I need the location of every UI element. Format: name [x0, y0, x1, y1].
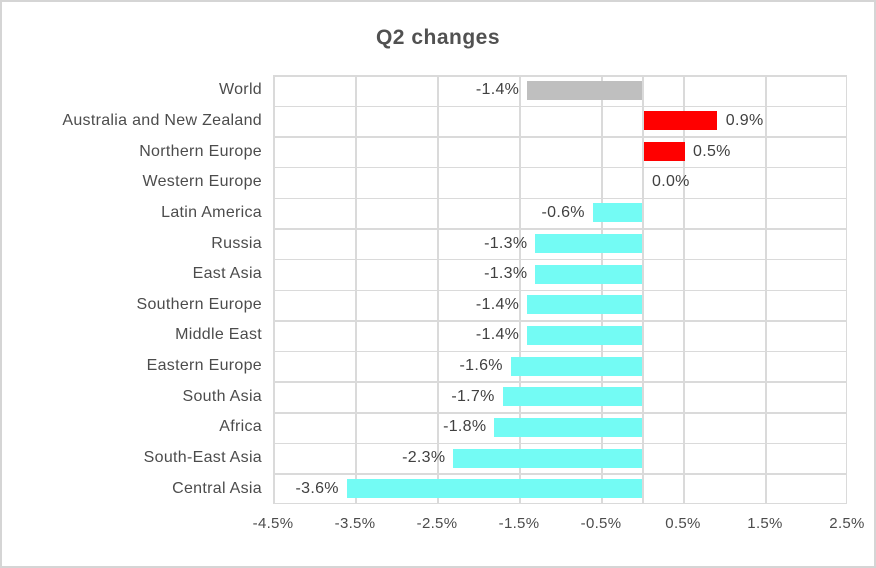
- x-tick-label: 1.5%: [747, 515, 783, 532]
- horizontal-gridline: [273, 75, 847, 77]
- bar-central-asia: [346, 479, 642, 499]
- value-label: -3.6%: [295, 479, 339, 497]
- value-label: -1.6%: [459, 357, 503, 375]
- horizontal-gridline: [273, 258, 847, 261]
- category-label-eastern-europe: Eastern Europe: [146, 357, 262, 375]
- x-tick-label: -3.5%: [334, 515, 376, 532]
- horizontal-gridline: [273, 473, 847, 475]
- value-label: -1.3%: [484, 265, 528, 283]
- category-label-world: World: [219, 81, 262, 99]
- bar-south-east-asia: [453, 448, 642, 468]
- horizontal-gridline: [273, 502, 847, 504]
- bar-east-asia: [535, 264, 642, 284]
- horizontal-gridline: [273, 320, 847, 322]
- horizontal-gridline: [273, 197, 847, 200]
- bar-southern-europe: [527, 295, 642, 315]
- category-label-central-asia: Central Asia: [172, 479, 262, 497]
- bar-middle-east: [527, 325, 642, 345]
- value-label: -1.8%: [443, 418, 487, 436]
- category-label-southern-europe: Southern Europe: [136, 295, 262, 313]
- x-tick-label: -2.5%: [416, 515, 458, 532]
- category-label-east-asia: East Asia: [192, 265, 262, 283]
- bar-latin-america: [592, 203, 642, 223]
- x-tick-label: 0.5%: [665, 515, 701, 532]
- category-label-northern-europe: Northern Europe: [139, 142, 262, 160]
- bar-northern-europe: [643, 142, 685, 162]
- horizontal-gridline: [273, 166, 847, 169]
- horizontal-gridline: [273, 105, 847, 108]
- category-label-south-east-asia: South-East Asia: [143, 449, 262, 467]
- category-label-middle-east: Middle East: [175, 326, 262, 344]
- value-label: -1.7%: [451, 387, 495, 405]
- value-label: -0.6%: [541, 203, 585, 221]
- horizontal-gridline: [273, 412, 847, 414]
- bar-russia: [535, 234, 642, 254]
- x-tick-label: 2.5%: [829, 515, 865, 532]
- category-label-latin-america: Latin America: [161, 203, 262, 221]
- x-tick-label: -4.5%: [252, 515, 294, 532]
- value-label: -2.3%: [402, 449, 446, 467]
- value-label: -1.4%: [475, 295, 520, 313]
- horizontal-gridline: [273, 442, 847, 445]
- x-tick-label: -1.5%: [498, 515, 540, 532]
- bar-south-asia: [502, 387, 642, 407]
- value-label: 0.9%: [725, 111, 764, 129]
- category-label-australia-and-new-zealand: Australia and New Zealand: [62, 111, 262, 129]
- x-tick-label: -0.5%: [580, 515, 622, 532]
- bar-eastern-europe: [510, 356, 642, 376]
- horizontal-gridline: [273, 228, 847, 230]
- horizontal-gridline: [273, 350, 847, 353]
- value-label: -1.4%: [475, 81, 520, 99]
- bar-australia-and-new-zealand: [643, 111, 718, 131]
- value-label: -1.3%: [484, 234, 528, 252]
- bar-world: [527, 80, 642, 100]
- category-label-africa: Africa: [219, 418, 262, 436]
- chart-title: Q2 changes: [375, 26, 501, 49]
- category-label-western-europe: Western Europe: [142, 173, 262, 191]
- plot-area: -1.4% 0.9% 0.5% 0.0% -0.6% -1.3% -1.3% -1.4% -1.…: [273, 75, 847, 504]
- bar-africa: [494, 417, 642, 437]
- horizontal-gridline: [273, 289, 847, 291]
- horizontal-gridline: [273, 136, 847, 138]
- value-label: -1.4%: [475, 326, 520, 344]
- value-label: 0.5%: [693, 142, 731, 160]
- category-label-russia: Russia: [211, 234, 262, 252]
- value-label: 0.0%: [652, 173, 690, 191]
- category-label-south-asia: South Asia: [182, 387, 262, 405]
- horizontal-gridline: [273, 381, 847, 383]
